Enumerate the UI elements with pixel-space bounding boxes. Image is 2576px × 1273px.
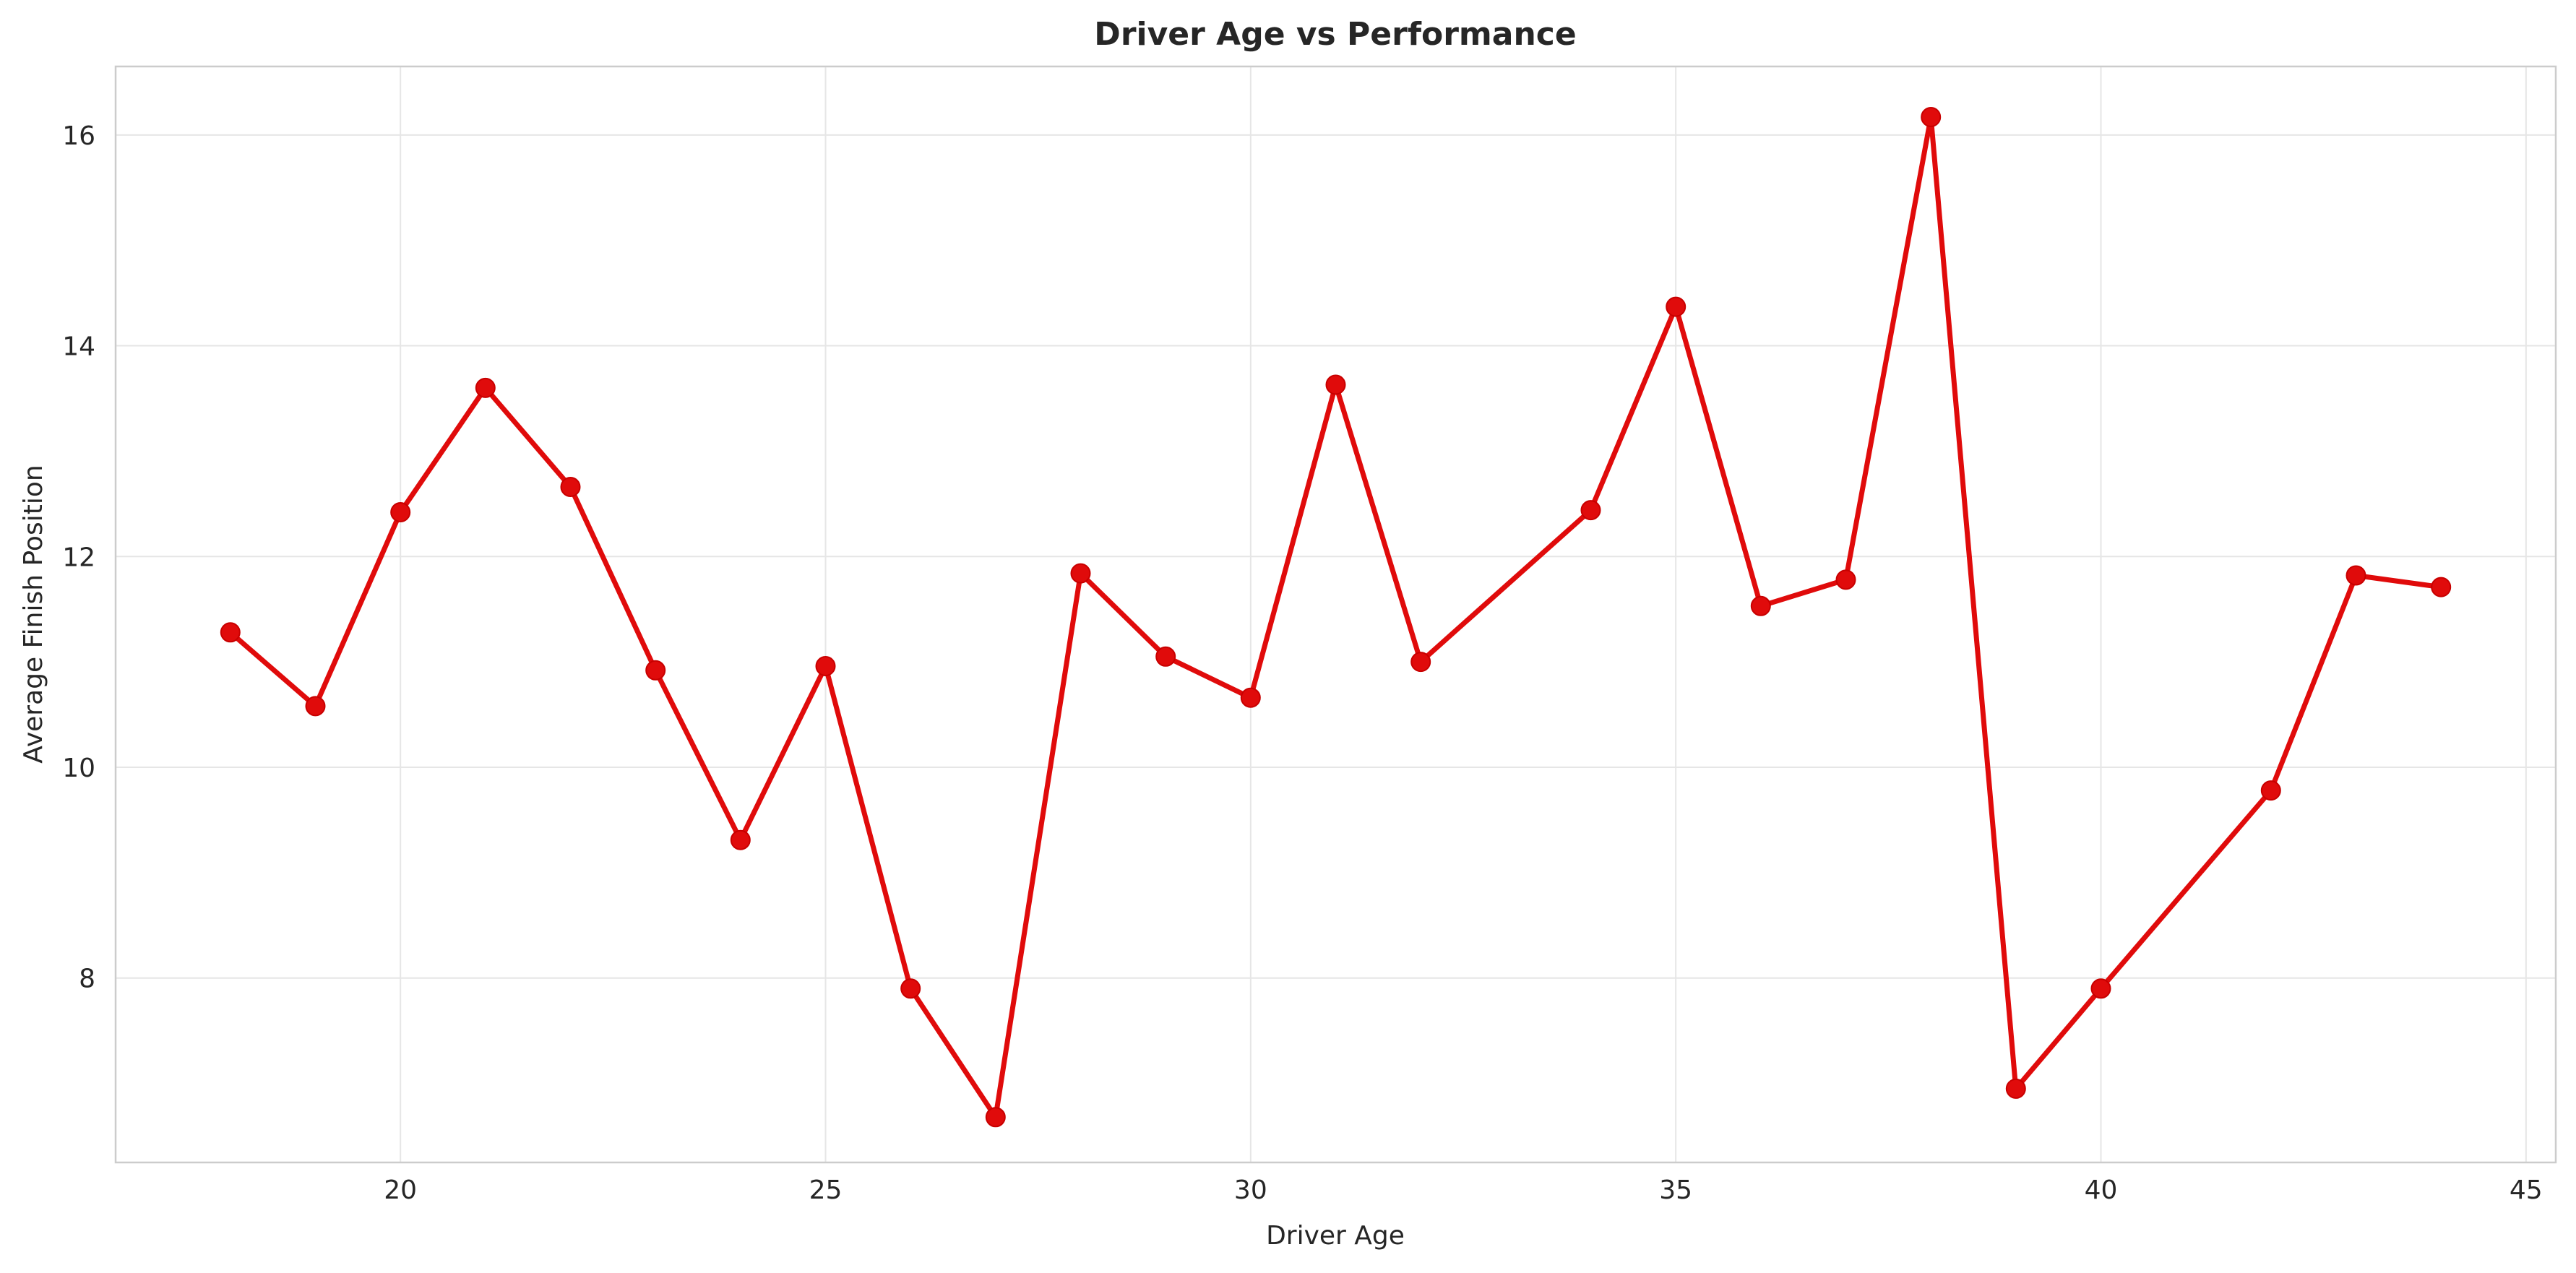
data-point[interactable] [730,829,751,850]
data-point[interactable] [2431,577,2452,597]
data-point[interactable] [1410,652,1431,673]
y-tick-label: 16 [62,121,95,151]
data-point[interactable] [2260,780,2281,801]
data-point[interactable] [1921,107,1942,127]
y-tick-label: 8 [79,965,95,994]
data-point[interactable] [1580,500,1601,521]
tick-labels: 20 25 30 35 40 45 8 10 12 14 16 [62,121,2543,1205]
grid [116,66,2556,1162]
data-point[interactable] [2090,978,2111,999]
y-axis-label: Average Finish Position [19,465,48,763]
x-tick-label: 40 [2085,1175,2118,1205]
x-tick-label: 45 [2510,1175,2543,1205]
data-point[interactable] [390,502,411,522]
plot-frame [114,65,2557,1164]
data-point[interactable] [2345,565,2366,586]
series [220,107,2452,1128]
data-point[interactable] [1155,646,1176,667]
data-point[interactable] [1835,569,1856,590]
y-tick-label: 12 [62,543,95,572]
x-tick-label: 35 [1659,1175,1692,1205]
data-point[interactable] [1070,563,1091,584]
y-tick-label: 10 [62,754,95,783]
data-point[interactable] [560,477,581,497]
x-tick-label: 30 [1234,1175,1267,1205]
data-point[interactable] [1666,296,1687,317]
data-point[interactable] [985,1107,1006,1128]
x-tick-label: 20 [384,1175,417,1205]
x-tick-label: 25 [809,1175,843,1205]
data-point[interactable] [220,622,241,643]
data-point[interactable] [645,660,666,681]
x-axis-label: Driver Age [1266,1221,1405,1251]
series-line [228,114,2444,1120]
data-point[interactable] [815,656,836,676]
data-point[interactable] [1325,374,1346,395]
data-point[interactable] [2005,1078,2026,1099]
data-point[interactable] [900,978,921,999]
data-point[interactable] [305,696,326,717]
data-point[interactable] [475,377,496,398]
data-point[interactable] [1240,687,1261,708]
y-tick-label: 14 [62,332,95,362]
chart-title: Driver Age vs Performance [1094,16,1576,53]
data-point[interactable] [1750,595,1771,616]
